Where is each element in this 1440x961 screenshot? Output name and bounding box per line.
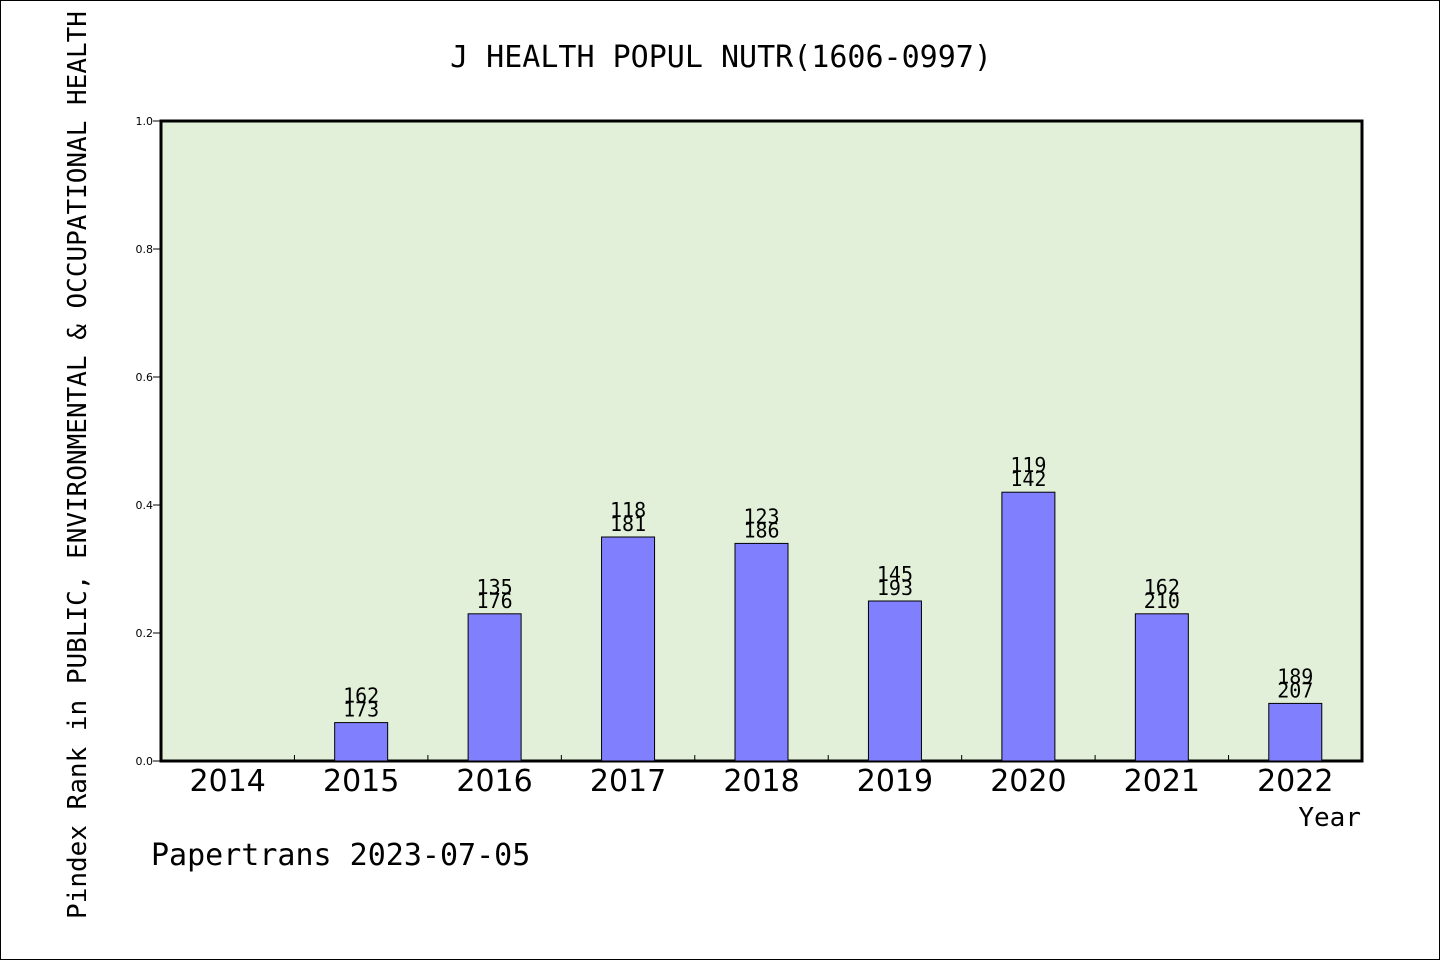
x-tick-label: 2015 — [323, 764, 399, 799]
bar — [1134, 613, 1189, 762]
y-tick-label: 0.6 — [136, 371, 154, 384]
bar-label-bottom: 176 — [477, 589, 513, 613]
bar-label-bottom: 173 — [343, 698, 379, 722]
x-tick-label: 2018 — [723, 764, 799, 799]
bar-label-bottom: 186 — [743, 518, 779, 542]
y-tick-label: 0.2 — [136, 627, 154, 640]
y-axis: 0.0 0.2 0.4 0.6 0.8 1.0 — [136, 115, 161, 768]
x-tick-label: 2016 — [456, 764, 532, 799]
x-tick-label: 2014 — [190, 764, 266, 799]
y-tick-label: 0.8 — [136, 243, 154, 256]
bar-label-bottom: 210 — [1144, 589, 1180, 613]
y-tick-label: 0.4 — [136, 499, 154, 512]
chart-title: J HEALTH POPUL NUTR(1606-0997) — [450, 40, 992, 75]
bar-label-bottom: 193 — [877, 576, 913, 600]
bar — [467, 613, 522, 762]
x-tick-label: 2017 — [590, 764, 666, 799]
x-tick-label: 2021 — [1124, 764, 1200, 799]
bar — [867, 600, 922, 762]
y-axis-label: Pindex Rank in PUBLIC, ENVIRONMENTAL & O… — [63, 11, 93, 919]
y-tick-label: 0.0 — [136, 755, 154, 768]
bar-label-top: 162 — [1144, 575, 1180, 599]
x-tick-label: 2019 — [857, 764, 933, 799]
bar — [734, 542, 789, 762]
bar-label-top: 135 — [477, 575, 513, 599]
x-tick-label: 2020 — [990, 764, 1066, 799]
bar-label-bottom: 207 — [1277, 678, 1313, 702]
bar-label-bottom: 181 — [610, 512, 646, 536]
bar — [334, 722, 389, 762]
bar-label-top: 162 — [343, 684, 379, 708]
bar-label-top: 123 — [743, 504, 779, 528]
x-axis: 2014 2015 2016 2017 2018 2019 2020 2021 2022 — [190, 755, 1333, 799]
x-tick-label: 2022 — [1257, 764, 1333, 799]
bar-label-top: 189 — [1277, 664, 1313, 688]
bar-label-top: 118 — [610, 498, 646, 522]
y-tick-label: 1.0 — [136, 115, 154, 128]
footer-credit: Papertrans 2023-07-05 — [151, 838, 530, 873]
bar — [1001, 491, 1056, 762]
x-axis-label: Year — [1298, 803, 1361, 833]
bar — [1268, 702, 1323, 762]
bar-label-bottom: 142 — [1010, 467, 1046, 491]
bar-series — [334, 491, 1323, 762]
bar — [601, 536, 656, 762]
bar-label-top: 119 — [1010, 453, 1046, 477]
bar-label-top: 145 — [877, 562, 913, 586]
